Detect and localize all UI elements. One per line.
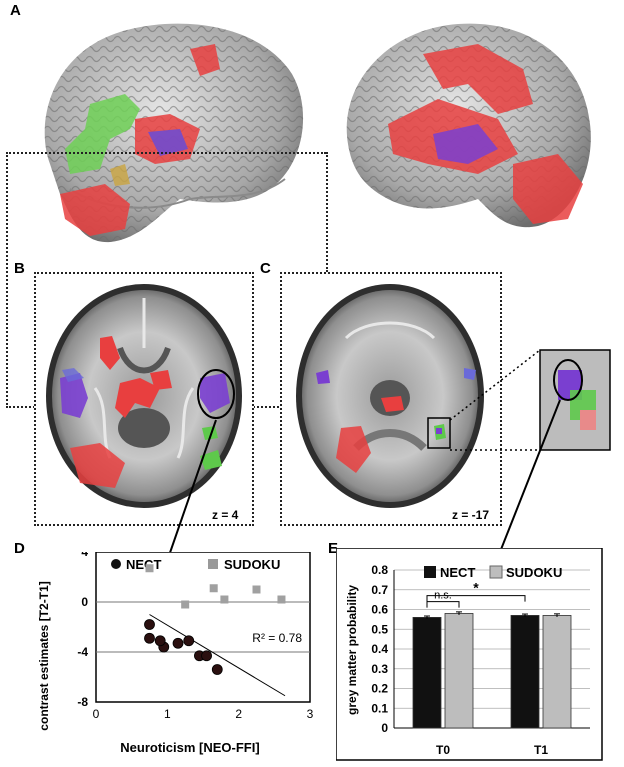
legend-marker-sudoku [489, 565, 503, 579]
sig-annotation: * [473, 580, 479, 596]
y-tick-label: 0 [381, 721, 388, 735]
chart-d: contrast estimates [T2-T1] Neuroticism [… [37, 552, 314, 755]
panel-label-a: A [10, 2, 21, 19]
x-tick-label: T1 [534, 743, 548, 757]
y-tick-label: 0 [81, 595, 88, 609]
slice-c-z-label: z = -17 [452, 508, 490, 522]
bar-sudoku [542, 615, 572, 729]
nect-point [183, 635, 195, 647]
sudoku-point [220, 595, 229, 604]
ns-bracket [426, 601, 460, 608]
y-tick-label: 4 [81, 552, 88, 559]
x-tick-label: 0 [93, 707, 100, 721]
nect-point [211, 664, 223, 675]
chart-d-xlabel: Neuroticism [NEO-FFI] [120, 740, 259, 755]
sudoku-point [252, 585, 261, 594]
y-tick-label: 0.3 [371, 662, 388, 676]
axial-slice-c [296, 284, 484, 508]
nect-point [172, 637, 184, 649]
brain-surface-left [44, 23, 304, 243]
chart-e-ylabel: grey matter probability [345, 585, 359, 715]
legend-marker-nect [424, 566, 436, 578]
y-tick-label: 0.2 [371, 682, 388, 696]
slice-b-z-label: z = 4 [212, 508, 239, 522]
y-tick-label: 0.6 [371, 603, 388, 617]
y-tick-label: 0.8 [371, 563, 388, 577]
x-tick-label: T0 [436, 743, 450, 757]
panel-label-b: B [14, 260, 25, 277]
x-tick-label: 1 [164, 707, 171, 721]
y-tick-label: 0.1 [371, 701, 388, 715]
nect-point [201, 650, 212, 662]
bar-nect [510, 615, 540, 729]
panel-label-e: E [328, 540, 339, 557]
sig-bracket [426, 595, 526, 602]
fit-line [149, 614, 286, 697]
zoom-inset [449, 349, 611, 451]
connector-right [326, 152, 328, 272]
sudoku-point [181, 600, 190, 609]
nect-point [144, 619, 155, 630]
legend-label-nect: NECT [440, 565, 475, 580]
panel-label-c: C [260, 260, 271, 277]
chart-d-ylabel: contrast estimates [T2-T1] [37, 581, 51, 730]
legend-label-sudoku: SUDOKU [224, 557, 280, 572]
legend-label-nect: NECT [126, 557, 161, 572]
legend-marker-nect [111, 559, 121, 569]
legend-marker-sudoku [208, 559, 218, 569]
nect-point [154, 635, 166, 647]
x-tick-label: 3 [307, 707, 314, 721]
brain-surface-right [346, 23, 591, 228]
panel-label-d: D [14, 540, 25, 557]
sudoku-point [277, 595, 286, 604]
bar-sudoku [444, 613, 474, 729]
sudoku-point [145, 564, 154, 573]
x-tick-label: 2 [235, 707, 242, 721]
y-tick-label: 0.4 [371, 642, 388, 656]
nect-point [144, 632, 155, 644]
sudoku-point [209, 584, 218, 593]
y-tick-label: 0.7 [371, 583, 388, 597]
r-squared-annotation: R² = 0.78 [252, 631, 302, 645]
y-tick-label: -4 [77, 645, 88, 659]
bar-nect [412, 617, 442, 729]
chart-e: grey matter probability 0 0.1 0.2 0.3 0.4 0.5… [336, 548, 603, 761]
y-tick-label: 0.5 [371, 622, 388, 636]
y-tick-label: -8 [77, 695, 88, 709]
legend-label-sudoku: SUDOKU [506, 565, 562, 580]
axial-slice-b [46, 284, 242, 508]
